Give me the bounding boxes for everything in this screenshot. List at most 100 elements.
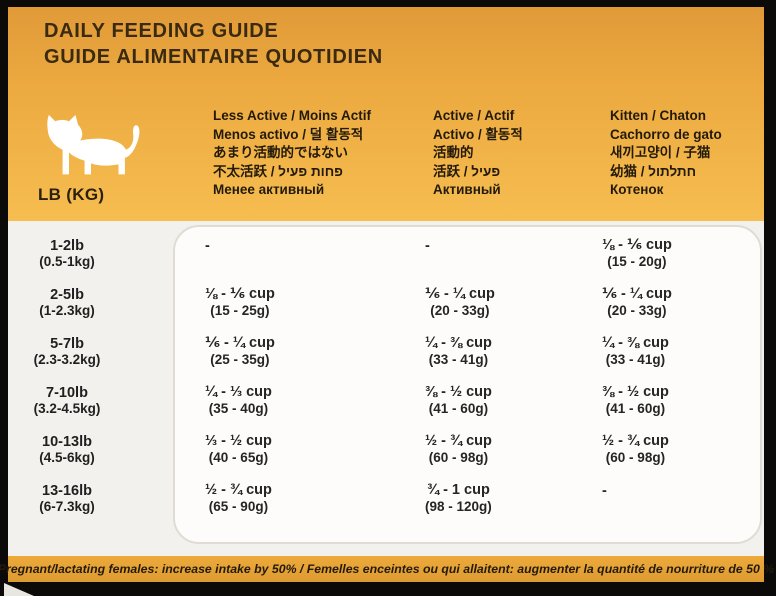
gram-amount: (60 - 98g) — [605, 449, 666, 465]
header-line: Active / Actif — [433, 108, 515, 123]
header-line: 幼猫 / חתלתול — [610, 163, 697, 179]
cup-amount: ½ - ¾ cup — [425, 432, 492, 449]
gram-amount: (20 - 33g) — [607, 302, 667, 318]
cup-amount: ⅛ - ⅙ cup — [205, 285, 275, 302]
weight-kg: (3.2-4.5kg) — [33, 401, 101, 416]
cup-amount: ¾ - 1 cup — [426, 481, 490, 498]
kitten-cell: ⅛ - ⅙ cup (15 - 20g) — [570, 237, 764, 271]
table-row: 5-7lb (2.3-3.2kg) ⅙ - ¼ cup (25 - 35g) ¼… — [8, 327, 764, 376]
weight-lb: 2-5lb — [50, 287, 84, 303]
active-cell: ½ - ¾ cup (60 - 98g) — [393, 433, 570, 467]
cup-amount: - — [425, 238, 430, 254]
kitten-cell: ½ - ¾ cup (60 - 98g) — [570, 433, 764, 467]
cup-amount: ⅓ - ½ cup — [205, 432, 272, 449]
gram-amount: (20 - 33g) — [430, 302, 490, 318]
cup-amount: ¼ - ⅜ cup — [602, 334, 669, 351]
weight-cell: 13-16lb (6-7.3kg) — [8, 483, 126, 514]
kitten-cell: - — [570, 482, 764, 515]
column-header-band: LB (KG) Less Active / Moins Actif Menos … — [8, 71, 764, 221]
table-row: 2-5lb (1-2.3kg) ⅛ - ⅙ cup (15 - 25g) ⅙ -… — [8, 278, 764, 327]
cup-amount: ⅜ - ½ cup — [425, 383, 492, 400]
kitten-cell: ¼ - ⅜ cup (33 - 41g) — [570, 335, 764, 369]
header-line: Activo / 활동적 — [433, 126, 523, 142]
weight-cell: 5-7lb (2.3-3.2kg) — [8, 336, 126, 367]
cup-amount: ⅙ - ¼ cup — [205, 334, 275, 351]
table-row: 1-2lb (0.5-1kg) - - ⅛ - ⅙ cup (15 - 20g) — [8, 229, 764, 278]
guide-title-fr: GUIDE ALIMENTAIRE QUOTIDIEN — [44, 46, 383, 68]
cup-amount: ¼ - ⅜ cup — [425, 334, 492, 351]
pregnant-note-text: Pregnant/lactating females: increase int… — [0, 562, 775, 576]
gram-amount — [425, 255, 430, 270]
feeding-guide-panel: DAILY FEEDING GUIDE GUIDE ALIMENTAIRE QU… — [0, 7, 774, 582]
weight-kg: (2.3-3.2kg) — [33, 352, 101, 367]
gram-amount: (41 - 60g) — [605, 400, 666, 416]
active-cell: - — [393, 237, 570, 270]
unit-label: LB (KG) — [38, 185, 105, 204]
cat-icon — [47, 114, 140, 175]
weights-header-cell: LB (KG) — [8, 71, 173, 221]
feeding-table: 1-2lb (0.5-1kg) - - ⅛ - ⅙ cup (15 - 20g) — [8, 221, 764, 556]
active-cell: ⅜ - ½ cup (41 - 60g) — [393, 384, 570, 418]
table-row: 7-10lb (3.2-4.5kg) ¼ - ⅓ cup (35 - 40g) … — [8, 376, 764, 425]
gram-amount: (65 - 90g) — [208, 498, 269, 514]
header-line: あまり活動的ではない — [213, 145, 348, 160]
header-line: Cachorro de gato — [610, 126, 722, 142]
weight-lb: 1-2lb — [50, 238, 84, 254]
less-active-cell: - — [173, 237, 393, 270]
weight-cell: 1-2lb (0.5-1kg) — [8, 238, 126, 269]
weight-cell: 10-13lb (4.5-6kg) — [8, 434, 126, 465]
table-rounded-panel — [173, 225, 762, 544]
guide-title-en: DAILY FEEDING GUIDE — [44, 20, 279, 42]
weight-kg: (4.5-6kg) — [39, 450, 95, 465]
header-line: 活跃 / פעיל — [433, 163, 501, 179]
less-active-cell: ½ - ¾ cup (65 - 90g) — [173, 482, 393, 516]
column-header-active: Active / Actif Activo / 활동적 活動的 活跃 / פעי… — [393, 71, 570, 221]
weight-kg: (6-7.3kg) — [39, 499, 95, 514]
cup-amount: ½ - ¾ cup — [602, 432, 669, 449]
package-fold-corner — [4, 583, 34, 596]
table-row: 13-16lb (6-7.3kg) ½ - ¾ cup (65 - 90g) ¾… — [8, 474, 764, 523]
weight-cell: 7-10lb (3.2-4.5kg) — [8, 385, 126, 416]
header-line: 不太活跃 / פחות פעיל — [213, 163, 343, 179]
header-line: Котенок — [610, 182, 664, 197]
active-cell: ¼ - ⅜ cup (33 - 41g) — [393, 335, 570, 369]
guide-title: DAILY FEEDING GUIDE GUIDE ALIMENTAIRE QU… — [8, 7, 764, 71]
gram-amount: (33 - 41g) — [605, 351, 666, 367]
cup-amount: - — [602, 483, 607, 499]
header-line: Kitten / Chaton — [610, 108, 706, 123]
table-row: 10-13lb (4.5-6kg) ⅓ - ½ cup (40 - 65g) ½… — [8, 425, 764, 474]
gram-amount: (33 - 41g) — [428, 351, 489, 367]
cup-amount: ½ - ¾ cup — [205, 481, 272, 498]
cup-amount: ⅙ - ¼ cup — [425, 285, 495, 302]
gram-amount: (40 - 65g) — [208, 449, 269, 465]
cup-amount: - — [205, 238, 210, 254]
gram-amount: (15 - 25g) — [210, 302, 270, 318]
pregnant-note-strip: Pregnant/lactating females: increase int… — [0, 556, 774, 582]
less-active-cell: ⅛ - ⅙ cup (15 - 25g) — [173, 286, 393, 320]
gram-amount: (35 - 40g) — [208, 400, 269, 416]
header-line: Less Active / Moins Actif — [213, 108, 372, 123]
header-line: 活動的 — [433, 145, 474, 160]
cup-amount: ¼ - ⅓ cup — [205, 383, 272, 400]
header-line: Активный — [433, 182, 501, 197]
less-active-cell: ⅙ - ¼ cup (25 - 35g) — [173, 335, 393, 369]
cup-amount: ⅙ - ¼ cup — [602, 285, 672, 302]
gram-amount: (60 - 98g) — [428, 449, 489, 465]
gram-amount: (98 - 120g) — [425, 498, 492, 514]
cup-amount: ⅜ - ½ cup — [602, 383, 669, 400]
less-active-cell: ¼ - ⅓ cup (35 - 40g) — [173, 384, 393, 418]
gram-amount — [602, 500, 607, 515]
gram-amount: (25 - 35g) — [210, 351, 270, 367]
weight-kg: (1-2.3kg) — [39, 303, 95, 318]
weight-lb: 13-16lb — [42, 483, 92, 499]
weight-lb: 7-10lb — [46, 385, 88, 401]
weight-cell: 2-5lb (1-2.3kg) — [8, 287, 126, 318]
header-line: Менее активный — [213, 182, 325, 197]
kitten-cell: ⅙ - ¼ cup (20 - 33g) — [570, 286, 764, 320]
weight-lb: 10-13lb — [42, 434, 92, 450]
cup-amount: ⅛ - ⅙ cup — [602, 236, 672, 253]
less-active-cell: ⅓ - ½ cup (40 - 65g) — [173, 433, 393, 467]
kitten-cell: ⅜ - ½ cup (41 - 60g) — [570, 384, 764, 418]
header-line: 새끼고양이 / 子猫 — [610, 145, 711, 160]
